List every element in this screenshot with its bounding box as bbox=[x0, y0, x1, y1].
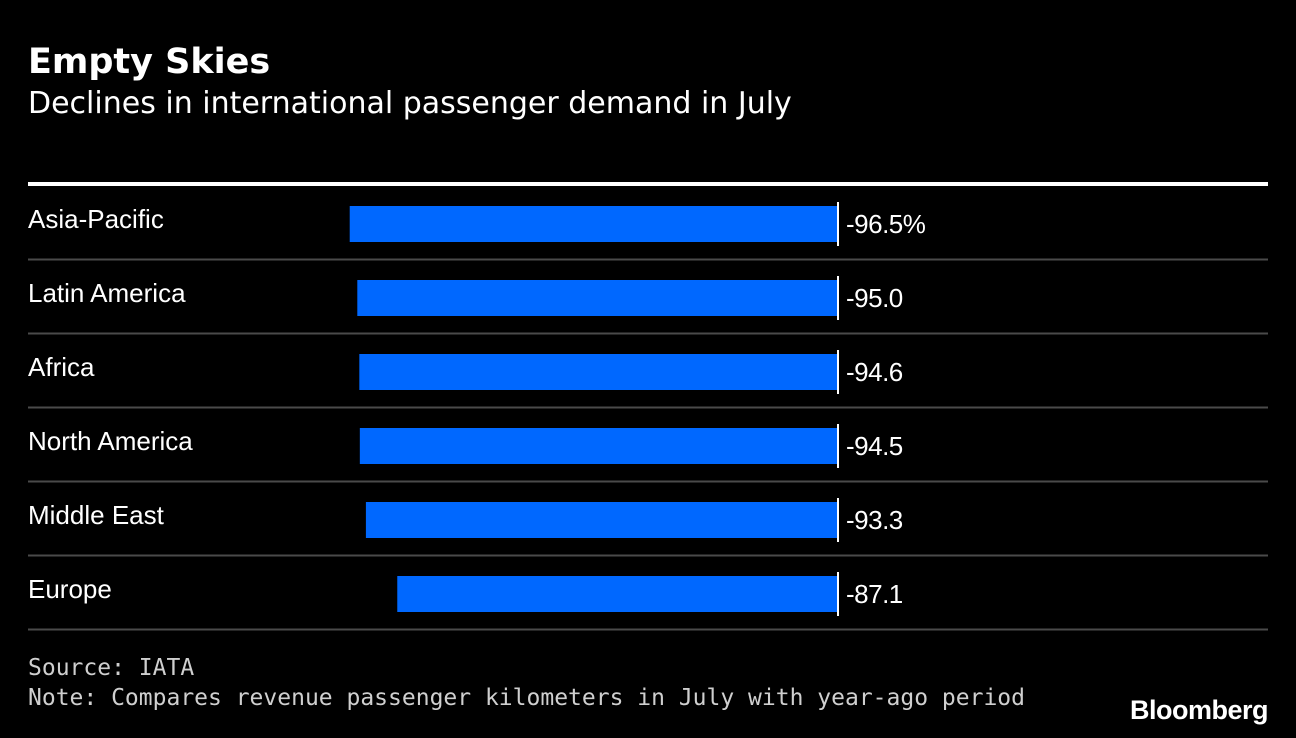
chart-subtitle: Declines in international passenger dema… bbox=[28, 86, 792, 121]
source-note: Source: IATA bbox=[28, 655, 195, 681]
bloomberg-logo: Bloomberg bbox=[1129, 695, 1269, 725]
data-label: -87.1 bbox=[846, 579, 903, 609]
category-label: North America bbox=[28, 426, 193, 456]
data-label: -94.5 bbox=[846, 431, 903, 461]
data-label: -96.5% bbox=[846, 209, 926, 239]
top-rule bbox=[28, 182, 1268, 186]
data-label: -94.6 bbox=[846, 357, 903, 387]
category-label: Latin America bbox=[28, 278, 186, 308]
bar bbox=[397, 576, 838, 612]
bar bbox=[357, 280, 838, 316]
bar bbox=[349, 206, 838, 242]
bar bbox=[359, 428, 838, 464]
category-label: Europe bbox=[28, 574, 112, 604]
data-label: -95.0 bbox=[846, 283, 903, 313]
data-label: -93.3 bbox=[846, 505, 903, 535]
category-label: Africa bbox=[28, 352, 95, 382]
chart-title: Empty Skies bbox=[28, 42, 271, 82]
category-label: Middle East bbox=[28, 500, 165, 530]
bar bbox=[359, 354, 838, 390]
category-label: Asia-Pacific bbox=[28, 204, 164, 234]
footnote: Note: Compares revenue passenger kilomet… bbox=[28, 685, 1025, 711]
bar bbox=[365, 502, 838, 538]
